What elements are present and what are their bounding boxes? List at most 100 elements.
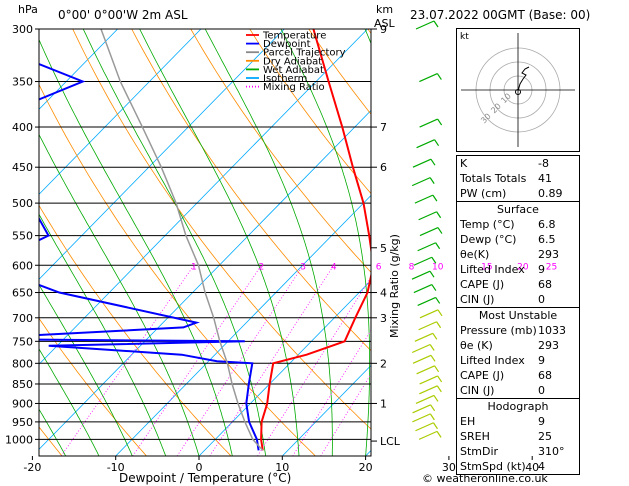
wind-barb bbox=[411, 177, 431, 187]
mixing-ratio-label: 20 bbox=[517, 262, 529, 272]
hodo-value: 25 bbox=[538, 430, 552, 443]
temperature-tick-label: 20 bbox=[359, 461, 373, 474]
wind-barb bbox=[418, 430, 438, 440]
isotherm-line bbox=[115, 194, 371, 456]
hodo-row: StmSpd (kt) 4 bbox=[457, 459, 579, 474]
wind-barb bbox=[432, 422, 438, 430]
height-tick-label: 6 bbox=[380, 161, 387, 174]
surface-key: CAPE (J) bbox=[460, 278, 505, 291]
legend-label: Mixing Ratio bbox=[263, 82, 325, 93]
legend-label: Dry Adiabat bbox=[263, 56, 322, 67]
index-value: 0.89 bbox=[538, 187, 563, 200]
legend-label: Parcel Trajectory bbox=[263, 48, 346, 59]
plot-frame bbox=[38, 28, 372, 457]
wind-barb bbox=[417, 296, 436, 306]
mu-row: Lifted Index 9 bbox=[457, 353, 579, 368]
surface-row: Dewp (°C) 6.5 bbox=[457, 232, 579, 247]
wind-barb bbox=[436, 431, 442, 438]
wind-barb bbox=[431, 284, 437, 291]
wind-barb bbox=[433, 395, 439, 402]
temperature-tick-label: 10 bbox=[275, 461, 289, 474]
mixing-ratio-label: 4 bbox=[331, 262, 337, 272]
wind-barb bbox=[437, 227, 443, 234]
wind-barb bbox=[415, 20, 435, 30]
hodograph-section: Hodograph EH 9 SREH 25 StmDir 310° StmSpd (… bbox=[457, 398, 579, 474]
wind-barb bbox=[436, 73, 442, 80]
index-key: K bbox=[460, 157, 468, 170]
plot-area bbox=[39, 29, 371, 456]
wind-barb bbox=[430, 354, 436, 362]
x-axis-title: Dewpoint / Temperature (°C) bbox=[119, 471, 292, 485]
wind-barb bbox=[413, 283, 433, 294]
wind-barb bbox=[429, 413, 435, 421]
wind-barb bbox=[433, 20, 439, 28]
wind-barb bbox=[434, 365, 440, 373]
wind-barb bbox=[418, 321, 437, 331]
wet-adiabat-line bbox=[39, 348, 100, 456]
pressure-tick-label: 700 bbox=[12, 312, 33, 325]
hodo-key: StmDir bbox=[460, 445, 499, 458]
surface-key: Temp (°C) bbox=[460, 218, 515, 231]
most-unstable-section: Most Unstable Pressure (mb) 1033 θe (K) 29… bbox=[457, 307, 579, 398]
mixing-ratio-label: 15 bbox=[481, 262, 492, 272]
mu-key: Lifted Index bbox=[460, 354, 525, 367]
wind-barb bbox=[435, 297, 441, 304]
mu-value: 9 bbox=[538, 354, 545, 367]
hodograph-ring-label: 10 bbox=[499, 92, 513, 106]
pressure-tick-label: 800 bbox=[12, 357, 33, 370]
wet-adiabat-line bbox=[39, 408, 67, 456]
most-unstable-title: Most Unstable bbox=[478, 309, 558, 322]
mixing-ratio-label: 25 bbox=[546, 262, 557, 272]
mixing-ratio-label: 3 bbox=[300, 262, 306, 272]
pressure-tick-label: 400 bbox=[12, 121, 33, 134]
wind-barb bbox=[414, 194, 434, 204]
hodograph-title: Hodograph bbox=[487, 400, 549, 413]
pressure-tick-label: 950 bbox=[12, 416, 33, 429]
storm-motion-marker bbox=[515, 89, 521, 95]
wind-barb bbox=[416, 365, 435, 375]
mixing-ratio-label: 2 bbox=[258, 262, 264, 272]
isotherm-line bbox=[39, 29, 202, 195]
height-tick-label: 3 bbox=[380, 312, 387, 325]
wind-barb bbox=[419, 375, 438, 385]
wind-barb bbox=[419, 309, 439, 319]
surface-key: Lifted Index bbox=[460, 263, 525, 276]
hodo-value: 4 bbox=[538, 460, 545, 473]
wet-adiabat-line bbox=[82, 29, 266, 456]
hodo-key: SREH bbox=[460, 430, 490, 443]
series-line bbox=[260, 29, 371, 451]
wind-barb bbox=[435, 242, 441, 250]
pressure-tick-label: 300 bbox=[12, 23, 33, 36]
mixing-ratio-label: 8 bbox=[409, 262, 415, 272]
wind-barb bbox=[413, 256, 433, 266]
temperature-tick-label: 0 bbox=[196, 461, 203, 474]
wind-barb bbox=[419, 72, 438, 83]
mu-row: CAPE (J) 68 bbox=[457, 368, 579, 383]
legend-label: Temperature bbox=[262, 31, 326, 42]
mixing-ratio-line bbox=[209, 265, 335, 456]
height-tick-label: 4 bbox=[380, 287, 387, 300]
wind-barb bbox=[436, 211, 442, 219]
wind-barb bbox=[432, 332, 438, 340]
series-line bbox=[39, 62, 260, 451]
pressure-tick-label: 750 bbox=[12, 335, 33, 348]
pressure-tick-label: 850 bbox=[12, 378, 33, 391]
mixing-ratio-line bbox=[176, 265, 304, 456]
mu-value: 1033 bbox=[538, 324, 566, 337]
wind-barb bbox=[431, 256, 437, 264]
indices-table: K -8 Totals Totals 41 PW (cm) 0.89 Surface … bbox=[456, 155, 580, 475]
surface-title: Surface bbox=[497, 203, 539, 216]
temperature-tick-label: 30 bbox=[442, 461, 456, 474]
isotherm-line bbox=[39, 29, 118, 110]
surface-key: CIN (J) bbox=[460, 293, 495, 306]
surface-row: CIN (J) 0 bbox=[457, 292, 579, 307]
wet-adiabat-line bbox=[39, 38, 233, 456]
wet-adiabat-line bbox=[139, 29, 300, 456]
wet-adiabat-line bbox=[204, 29, 333, 456]
mixing-ratio-label: 1 bbox=[191, 262, 197, 272]
mu-row: Pressure (mb) 1033 bbox=[457, 323, 579, 338]
wet-adiabat-line bbox=[39, 283, 133, 456]
hodograph-ring-label: 30 bbox=[479, 112, 493, 126]
isotherm-line bbox=[39, 109, 371, 450]
wind-barb bbox=[430, 404, 436, 412]
